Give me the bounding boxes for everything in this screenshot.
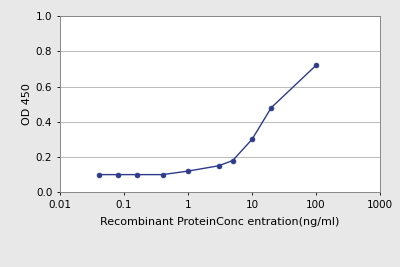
X-axis label: Recombinant ProteinConc entration(ng/ml): Recombinant ProteinConc entration(ng/ml) [100,217,340,227]
Y-axis label: OD 450: OD 450 [22,83,32,125]
